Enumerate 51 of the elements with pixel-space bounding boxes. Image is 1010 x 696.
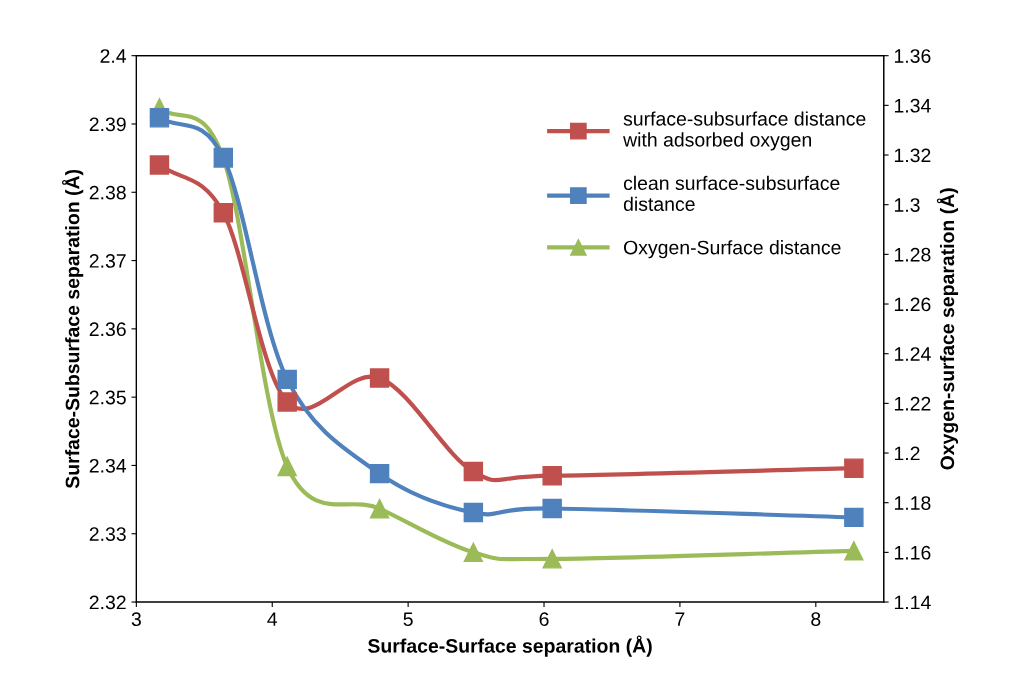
x-tick-label: 8 [811,612,821,627]
x-tick-label: 6 [539,612,549,627]
y-tick-label: 2.36 [89,322,126,337]
point [463,542,484,563]
y-tick-label: 2.38 [89,185,126,200]
point [463,502,484,523]
y2-tick-label: 1.18 [894,496,931,510]
y-tick-label: 2.4 [100,49,127,63]
point [844,458,864,478]
y2-tick-label: 1.26 [894,297,931,312]
point [213,203,234,223]
y-tick-label: 2.32 [89,595,126,610]
y2-tick-label: 1.36 [894,49,931,63]
y-tick-label: 2.34 [89,458,127,473]
legend-label: surface-subsurface distance with adsorbed oxygen [623,111,866,151]
y2-tick-label: 1.24 [894,347,931,361]
legend-label: clean surface-subsurface distance [623,175,840,211]
point [149,108,170,128]
x-tick-label: 3 [131,612,141,627]
y-tick-label: 2.33 [89,527,126,541]
x-tick-label: 7 [675,612,685,626]
point [149,155,170,175]
y-tick-label: 2.39 [89,117,126,132]
y2-tick-label: 1.14 [894,595,931,610]
point [542,465,562,486]
x-tick-label: 5 [403,612,413,627]
y2-axis-title: Oxygen-surface separation (Å) [936,188,959,470]
y2-tick-label: 1.34 [894,98,931,113]
legend-label: Oxygen-Surface distance [624,240,841,259]
point [277,369,297,390]
point [844,507,864,528]
point [277,456,297,477]
point [369,498,390,519]
y-tick-label: 2.37 [89,254,126,268]
y2-tick-label: 1.3 [894,198,920,212]
y2-tick-label: 1.22 [894,396,931,411]
point [542,498,562,519]
x-tick-label: 4 [267,612,278,626]
y2-tick-label: 1.28 [894,247,931,262]
x-axis-title: Surface-Surface separation (Å) [367,635,652,657]
point [369,368,390,388]
y2-tick-label: 1.16 [894,545,931,560]
point [369,463,390,484]
y-axis-title: Surface-Subsurface separation (Å) [62,169,84,489]
point [542,549,562,569]
y2-tick-label: 1.2 [894,446,920,461]
y2-tick-label: 1.32 [894,148,931,163]
point [277,392,297,412]
point [463,461,484,482]
point [844,541,864,561]
y-tick-label: 2.35 [89,390,126,405]
